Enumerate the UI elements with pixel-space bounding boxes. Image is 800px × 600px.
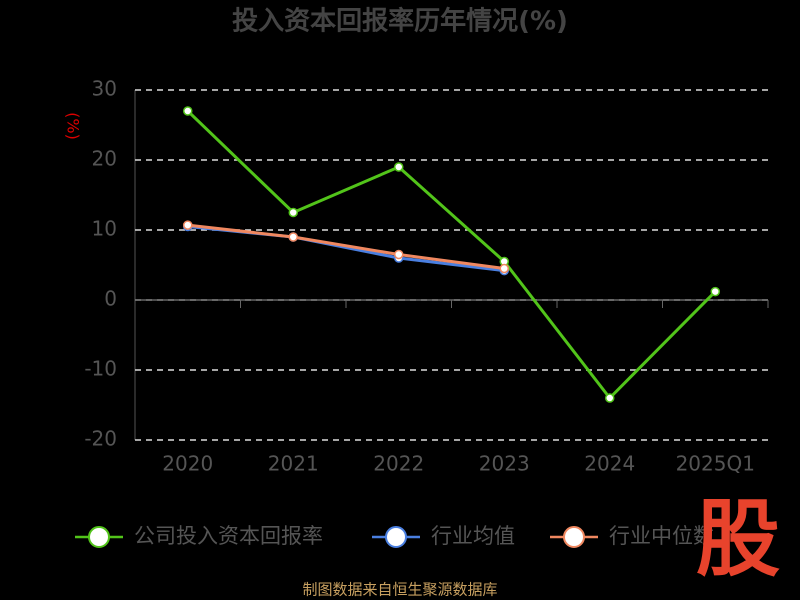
source-note: 制图数据来自恒生聚源数据库	[302, 581, 497, 599]
series-line	[187, 223, 505, 270]
y-axis-label: (%)	[64, 112, 83, 140]
legend-label: 行业均值	[431, 524, 515, 548]
data-point	[288, 232, 298, 242]
data-point	[710, 286, 720, 297]
legend-swatch	[563, 526, 585, 548]
chart-title: 投入资本回报率历年情况(%)	[232, 6, 568, 37]
y-tick-label: -10	[84, 357, 117, 381]
logo: 股	[696, 490, 780, 588]
data-point	[394, 249, 404, 260]
x-tick-label: 2023	[479, 452, 530, 476]
y-tick-label: 0	[104, 287, 117, 311]
x-tick-label: 2022	[373, 452, 424, 476]
y-tick-label: 10	[92, 217, 117, 241]
data-point	[288, 207, 298, 218]
data-point	[183, 220, 193, 230]
data-point	[499, 263, 509, 274]
data-point	[605, 393, 615, 403]
legend-label: 公司投入资本回报率	[134, 524, 323, 548]
y-tick-label: 30	[92, 77, 117, 101]
x-tick-label: 2020	[162, 452, 213, 476]
x-tick-label: 2025Q1	[676, 452, 755, 476]
data-point	[394, 162, 404, 172]
series-line	[186, 109, 717, 401]
legend-swatch	[88, 526, 110, 548]
y-tick-label: -20	[84, 427, 117, 451]
legend-label: 行业中位数	[609, 524, 714, 548]
data-point	[183, 106, 193, 116]
x-tick-label: 2021	[268, 452, 319, 476]
y-tick-label: 20	[92, 147, 117, 171]
legend-swatch	[385, 526, 407, 548]
x-tick-label: 2024	[584, 452, 635, 476]
